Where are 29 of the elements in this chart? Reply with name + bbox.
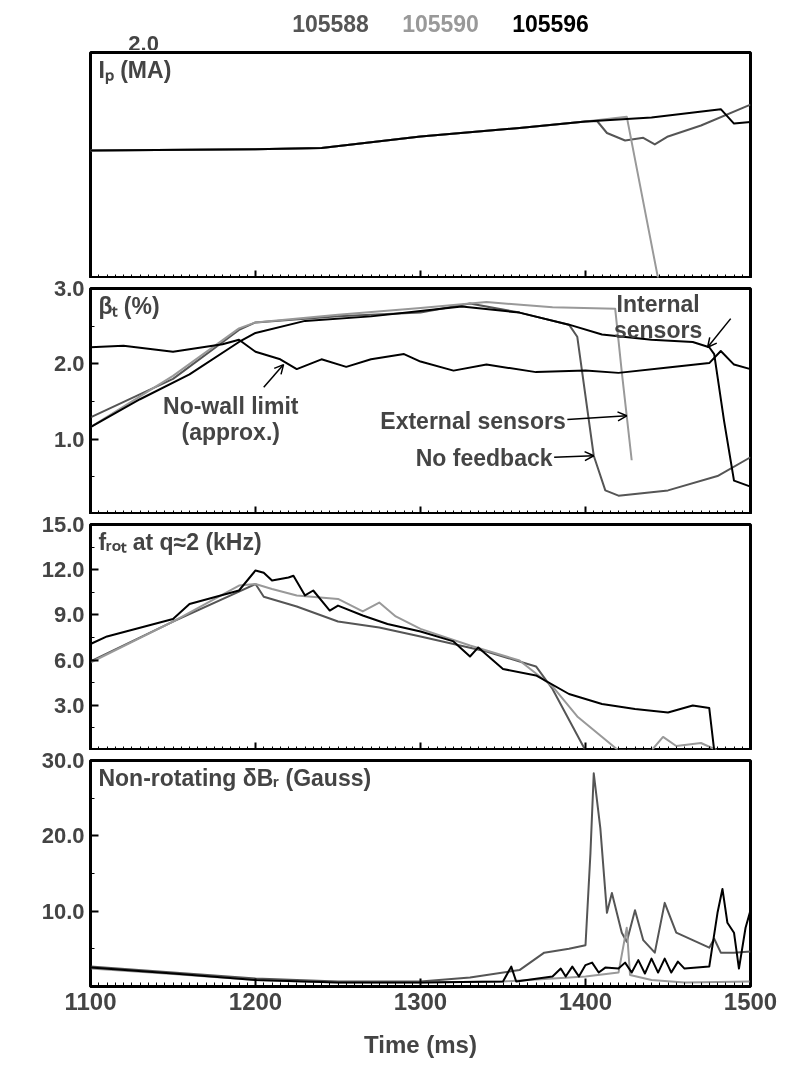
y-tick-label: 30.0 — [41, 748, 85, 773]
annotation: Internal sensors — [613, 291, 703, 344]
x-axis-title: Time (ms) — [364, 1030, 477, 1058]
text: 2.0 — [128, 30, 159, 56]
y-tick-label: 20.0 — [41, 823, 85, 849]
x-tick-label: 1300 — [393, 987, 448, 1015]
y-tick-label: 3.0 — [53, 692, 85, 718]
y-tick-label: 6.0 — [53, 647, 85, 673]
y-tick-label: 2.0 — [53, 351, 85, 377]
x-tick-label: 1500 — [723, 987, 778, 1015]
x-tick-label: 1100 — [64, 987, 117, 1015]
y-tick-label: 1.0 — [53, 426, 85, 452]
chart-title: Iₚ (MA) — [98, 57, 172, 85]
x-tick-label: 1200 — [228, 987, 283, 1015]
text: 105588 — [292, 10, 370, 37]
y-tick-label: 3.0 — [53, 276, 85, 301]
y-tick-label: 10.0 — [41, 898, 85, 924]
y-tick-label: 12.0 — [41, 557, 85, 583]
annotation: External sensors — [380, 408, 566, 435]
chart-title: Non-rotating δBᵣ (Gauss) — [98, 765, 372, 792]
y-tick-label: 9.0 — [53, 602, 85, 628]
y-tick-label: 15.0 — [41, 512, 85, 537]
annotation: No-wall limit (approx.) — [163, 392, 299, 445]
chart-title: βₜ (%) — [98, 293, 160, 320]
annotation: No feedback — [415, 445, 553, 471]
text: 105590 — [402, 10, 479, 37]
x-tick-label: 1400 — [558, 987, 613, 1015]
text: 105596 — [512, 10, 589, 37]
chart-title: fᵣₒₜ at q≈2 (kHz) — [98, 529, 262, 556]
